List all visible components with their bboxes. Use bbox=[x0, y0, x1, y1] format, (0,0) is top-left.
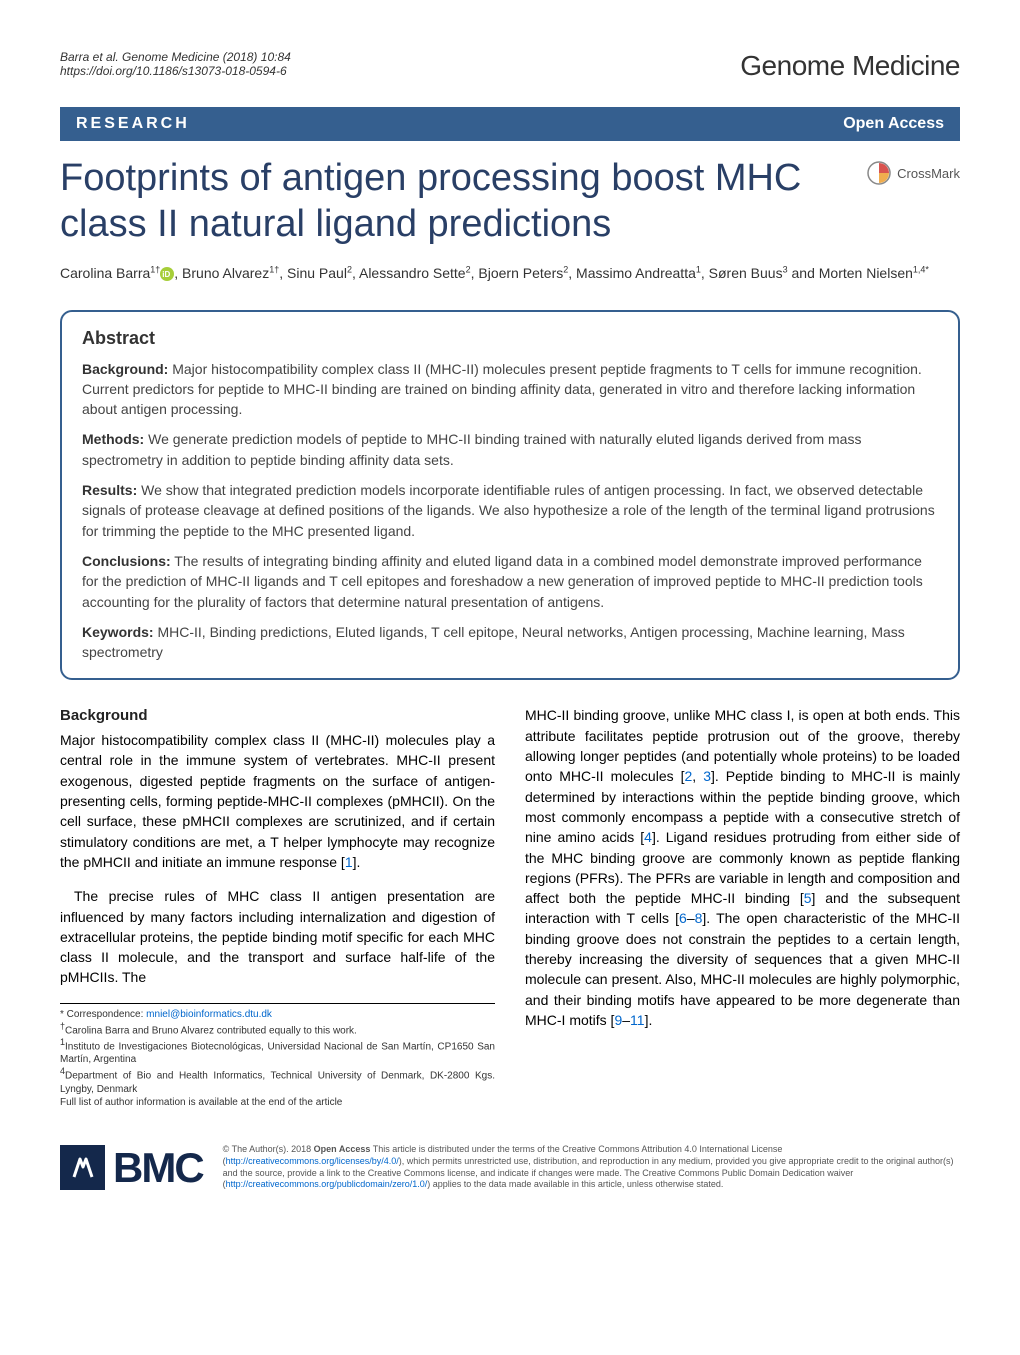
crossmark-text: CrossMark bbox=[897, 166, 960, 181]
footnotes: * Correspondence: mniel@bioinformatics.d… bbox=[60, 1003, 495, 1109]
abstract-conclusions-text: The results of integrating binding affin… bbox=[82, 553, 923, 610]
ref-6[interactable]: 6 bbox=[679, 910, 687, 926]
ref-1[interactable]: 1 bbox=[345, 854, 353, 870]
abstract-background-label: Background: bbox=[82, 361, 168, 377]
open-access-bold: Open Access bbox=[314, 1144, 371, 1154]
abstract-methods-text: We generate prediction models of peptide… bbox=[82, 431, 861, 467]
article-title: Footprints of antigen processing boost M… bbox=[60, 156, 847, 247]
ref-4[interactable]: 4 bbox=[644, 829, 652, 845]
abstract-box: Abstract Background: Major histocompatib… bbox=[60, 310, 960, 681]
abstract-methods-label: Methods: bbox=[82, 431, 144, 447]
research-label: RESEARCH bbox=[76, 115, 190, 133]
citation: Barra et al. Genome Medicine (2018) 10:8… bbox=[60, 50, 291, 78]
cc0-link[interactable]: http://creativecommons.org/publicdomain/… bbox=[226, 1179, 428, 1189]
full-author-info: Full list of author information is avail… bbox=[60, 1096, 495, 1109]
keywords-text: MHC-II, Binding predictions, Eluted liga… bbox=[82, 624, 905, 660]
keywords-label: Keywords: bbox=[82, 624, 154, 640]
correspondence: * Correspondence: mniel@bioinformatics.d… bbox=[60, 1008, 495, 1021]
abstract-heading: Abstract bbox=[82, 328, 938, 349]
abstract-keywords: Keywords: MHC-II, Binding predictions, E… bbox=[82, 622, 938, 663]
abstract-background: Background: Major histocompatibility com… bbox=[82, 359, 938, 420]
journal-brand: Genome Medicine bbox=[740, 50, 960, 82]
ref-11[interactable]: 11 bbox=[630, 1012, 645, 1028]
body-para-3: MHC-II binding groove, unlike MHC class … bbox=[525, 705, 960, 1030]
body-para-1: Major histocompatibility complex class I… bbox=[60, 730, 495, 872]
right-column: MHC-II binding groove, unlike MHC class … bbox=[525, 705, 960, 1108]
abstract-methods: Methods: We generate prediction models o… bbox=[82, 429, 938, 470]
research-bar: RESEARCH Open Access bbox=[60, 107, 960, 141]
bmc-text: BMC bbox=[113, 1144, 203, 1192]
equal-contrib: †Carolina Barra and Bruno Alvarez contri… bbox=[60, 1021, 495, 1037]
affiliation-1: 1Instituto de Investigaciones Biotecnoló… bbox=[60, 1037, 495, 1066]
bmc-logo: BMC bbox=[60, 1144, 203, 1192]
body-para-2: The precise rules of MHC class II antige… bbox=[60, 886, 495, 987]
open-access-label: Open Access bbox=[843, 115, 944, 133]
crossmark-badge[interactable]: CrossMark bbox=[867, 161, 960, 185]
abstract-conclusions: Conclusions: The results of integrating … bbox=[82, 551, 938, 612]
abstract-results-text: We show that integrated prediction model… bbox=[82, 482, 935, 539]
license-text: © The Author(s). 2018 Open Access This a… bbox=[223, 1144, 960, 1191]
ref-5[interactable]: 5 bbox=[804, 890, 812, 906]
crossmark-icon bbox=[867, 161, 891, 185]
left-column: Background Major histocompatibility comp… bbox=[60, 705, 495, 1108]
abstract-results-label: Results: bbox=[82, 482, 137, 498]
bmc-icon bbox=[60, 1145, 105, 1190]
body-columns: Background Major histocompatibility comp… bbox=[60, 705, 960, 1108]
affiliation-4: 4Department of Bio and Health Informatic… bbox=[60, 1066, 495, 1095]
abstract-results: Results: We show that integrated predict… bbox=[82, 480, 938, 541]
abstract-background-text: Major histocompatibility complex class I… bbox=[82, 361, 922, 418]
cc-by-link[interactable]: http://creativecommons.org/licenses/by/4… bbox=[226, 1156, 399, 1166]
ref-3[interactable]: 3 bbox=[703, 768, 711, 784]
title-row: Footprints of antigen processing boost M… bbox=[60, 156, 960, 247]
footer-bar: BMC © The Author(s). 2018 Open Access Th… bbox=[60, 1129, 960, 1192]
correspondence-email[interactable]: mniel@bioinformatics.dtu.dk bbox=[146, 1009, 272, 1020]
citation-line1: Barra et al. Genome Medicine (2018) 10:8… bbox=[60, 50, 291, 64]
abstract-conclusions-label: Conclusions: bbox=[82, 553, 171, 569]
header-top: Barra et al. Genome Medicine (2018) 10:8… bbox=[60, 50, 960, 82]
citation-line2: https://doi.org/10.1186/s13073-018-0594-… bbox=[60, 64, 291, 78]
background-heading: Background bbox=[60, 705, 495, 727]
authors-list: Carolina Barra1†, Bruno Alvarez1†, Sinu … bbox=[60, 262, 960, 284]
